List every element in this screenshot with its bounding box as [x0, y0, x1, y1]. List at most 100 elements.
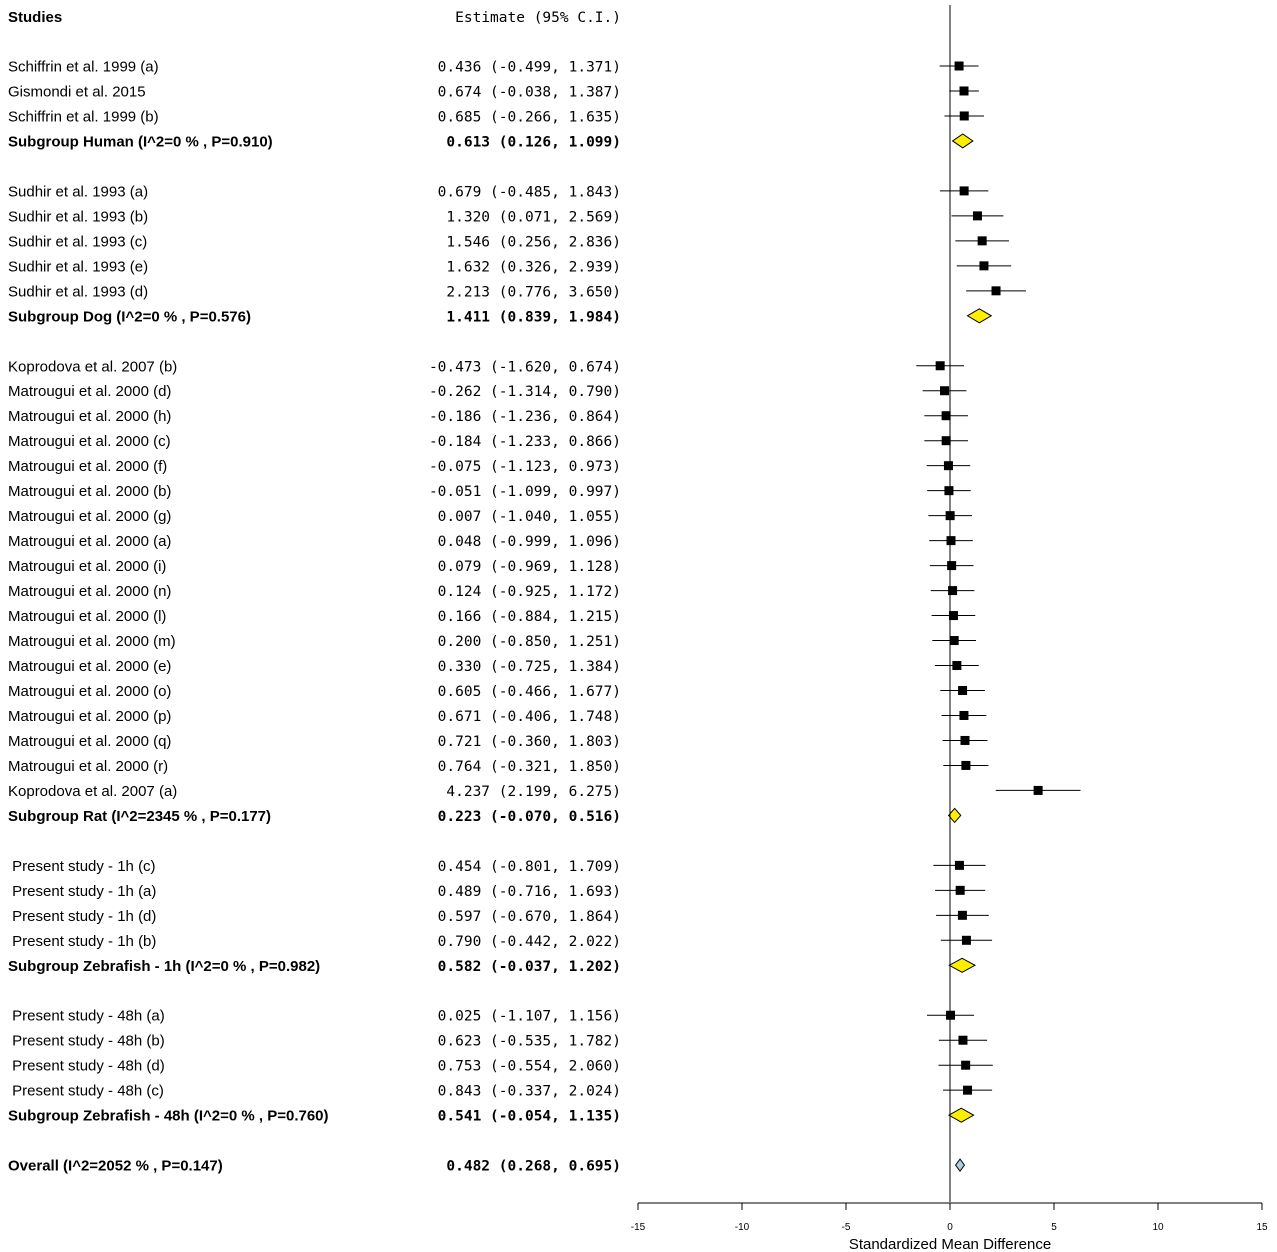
study-estimate-text: 2.213 (0.776, 3.650) — [446, 284, 621, 300]
subgroup-estimate-text: 1.411 (0.839, 1.984) — [446, 309, 621, 325]
study-label: Schiffrin et al. 1999 (a) — [8, 59, 159, 76]
study-label: Matrougui et al. 2000 (o) — [8, 683, 171, 700]
study-estimate-text: 0.436 (-0.499, 1.371) — [438, 60, 621, 76]
study-label: Koprodova et al. 2007 (a) — [8, 783, 177, 800]
study-label: Matrougui et al. 2000 (r) — [8, 758, 168, 775]
study-marker — [960, 735, 970, 745]
study-marker — [959, 186, 969, 196]
study-label: Matrougui et al. 2000 (d) — [8, 383, 171, 400]
study-estimate-text: 0.764 (-0.321, 1.850) — [438, 759, 621, 775]
study-label: Matrougui et al. 2000 (l) — [8, 608, 166, 625]
study-label: Matrougui et al. 2000 (m) — [8, 633, 176, 650]
study-estimate-text: 0.623 (-0.535, 1.782) — [438, 1034, 621, 1050]
study-marker — [977, 236, 987, 246]
study-label: Sudhir et al. 1993 (a) — [8, 183, 148, 200]
study-label: Matrougui et al. 2000 (b) — [8, 483, 171, 500]
study-label: Sudhir et al. 1993 (e) — [8, 258, 148, 275]
study-marker — [991, 286, 1001, 296]
x-axis-label: Standardized Mean Difference — [849, 1236, 1051, 1252]
x-tick-label: 0 — [947, 1222, 953, 1233]
study-estimate-text: -0.186 (-1.236, 0.864) — [429, 409, 621, 425]
study-marker — [954, 860, 964, 870]
study-label: Sudhir et al. 1993 (d) — [8, 283, 148, 300]
study-marker — [944, 486, 954, 496]
study-label: Matrougui et al. 2000 (c) — [8, 433, 171, 450]
study-estimate-text: 0.790 (-0.442, 2.022) — [438, 934, 621, 950]
study-estimate-text: 0.200 (-0.850, 1.251) — [438, 634, 621, 650]
study-marker — [946, 1010, 956, 1020]
study-label: Present study - 1h (a) — [8, 883, 156, 900]
header-estimate: Estimate (95% C.I.) — [455, 10, 621, 26]
study-label: Matrougui et al. 2000 (h) — [8, 408, 171, 425]
study-estimate-text: 0.679 (-0.485, 1.843) — [438, 184, 621, 200]
x-tick-label: -5 — [842, 1222, 851, 1233]
study-estimate-text: 4.237 (2.199, 6.275) — [446, 784, 621, 800]
study-marker — [958, 1035, 968, 1045]
x-tick-label: 10 — [1152, 1222, 1164, 1233]
study-label: Matrougui et al. 2000 (e) — [8, 658, 171, 675]
study-estimate-text: 1.320 (0.071, 2.569) — [446, 209, 621, 225]
subgroup-diamond — [947, 1107, 975, 1123]
study-estimate-text: -0.473 (-1.620, 0.674) — [429, 359, 621, 375]
study-estimate-text: 0.721 (-0.360, 1.803) — [438, 734, 621, 750]
study-estimate-text: 1.632 (0.326, 2.939) — [446, 259, 621, 275]
subgroup-label: Subgroup Rat (I^2=2345 % , P=0.177) — [8, 808, 271, 825]
study-estimate-text: 0.605 (-0.466, 1.677) — [438, 684, 621, 700]
study-label: Present study - 1h (b) — [8, 933, 156, 950]
study-estimate-text: 0.048 (-0.999, 1.096) — [438, 534, 621, 550]
study-estimate-text: 0.753 (-0.554, 2.060) — [438, 1059, 621, 1075]
study-label: Present study - 1h (d) — [8, 908, 156, 925]
study-label: Matrougui et al. 2000 (q) — [8, 733, 171, 750]
study-estimate-text: 0.597 (-0.670, 1.864) — [438, 909, 621, 925]
study-marker — [935, 361, 945, 371]
study-label: Matrougui et al. 2000 (p) — [8, 708, 171, 725]
subgroup-diamond — [947, 807, 962, 824]
forest-rows: Schiffrin et al. 1999 (a) 0.436 (-0.499, … — [8, 59, 1081, 1175]
study-label: Present study - 1h (c) — [8, 858, 156, 875]
study-marker — [959, 86, 969, 96]
study-marker — [954, 61, 964, 71]
study-marker — [948, 611, 958, 621]
study-marker — [948, 586, 958, 596]
subgroup-label: Subgroup Zebrafish - 1h (I^2=0 % , P=0.9… — [8, 958, 320, 975]
subgroup-estimate-text: 0.613 (0.126, 1.099) — [446, 134, 621, 150]
subgroup-estimate-text: 0.582 (-0.037, 1.202) — [438, 959, 621, 975]
study-estimate-text: 0.685 (-0.266, 1.635) — [438, 109, 621, 125]
study-marker — [946, 536, 956, 546]
study-marker — [952, 661, 962, 671]
study-estimate-text: -0.262 (-1.314, 0.790) — [429, 384, 621, 400]
subgroup-label: Subgroup Human (I^2=0 % , P=0.910) — [8, 133, 273, 150]
overall-diamond — [954, 1158, 966, 1172]
study-marker — [959, 111, 969, 121]
study-marker — [972, 211, 982, 221]
study-label: Gismondi et al. 2015 — [8, 83, 146, 100]
study-estimate-text: 0.007 (-1.040, 1.055) — [438, 509, 621, 525]
study-marker — [941, 411, 951, 421]
study-label: Present study - 48h (d) — [8, 1058, 165, 1075]
study-estimate-text: 0.025 (-1.107, 1.156) — [438, 1009, 621, 1025]
study-estimate-text: -0.184 (-1.233, 0.866) — [429, 434, 621, 450]
study-label: Present study - 48h (b) — [8, 1033, 165, 1050]
overall-estimate-text: 0.482 (0.268, 0.695) — [446, 1159, 621, 1175]
header-studies: Studies — [8, 9, 62, 26]
study-label: Matrougui et al. 2000 (n) — [8, 583, 171, 600]
subgroup-diamond — [951, 133, 974, 149]
x-tick-label: -15 — [631, 1222, 646, 1233]
study-marker — [961, 1060, 971, 1070]
study-label: Present study - 48h (a) — [8, 1008, 165, 1025]
study-marker — [949, 636, 959, 646]
study-marker — [961, 935, 971, 945]
study-label: Matrougui et al. 2000 (a) — [8, 533, 171, 550]
study-label: Sudhir et al. 1993 (b) — [8, 208, 148, 225]
study-marker — [957, 910, 967, 920]
study-label: Matrougui et al. 2000 (g) — [8, 508, 171, 525]
study-marker — [943, 461, 953, 471]
subgroup-label: Subgroup Dog (I^2=0 % , P=0.576) — [8, 308, 251, 325]
study-marker — [1033, 785, 1043, 795]
study-estimate-text: 0.454 (-0.801, 1.709) — [438, 859, 621, 875]
study-estimate-text: -0.051 (-1.099, 0.997) — [429, 484, 621, 500]
study-marker — [940, 386, 950, 396]
subgroup-diamond — [966, 308, 993, 324]
study-estimate-text: 0.124 (-0.925, 1.172) — [438, 584, 621, 600]
